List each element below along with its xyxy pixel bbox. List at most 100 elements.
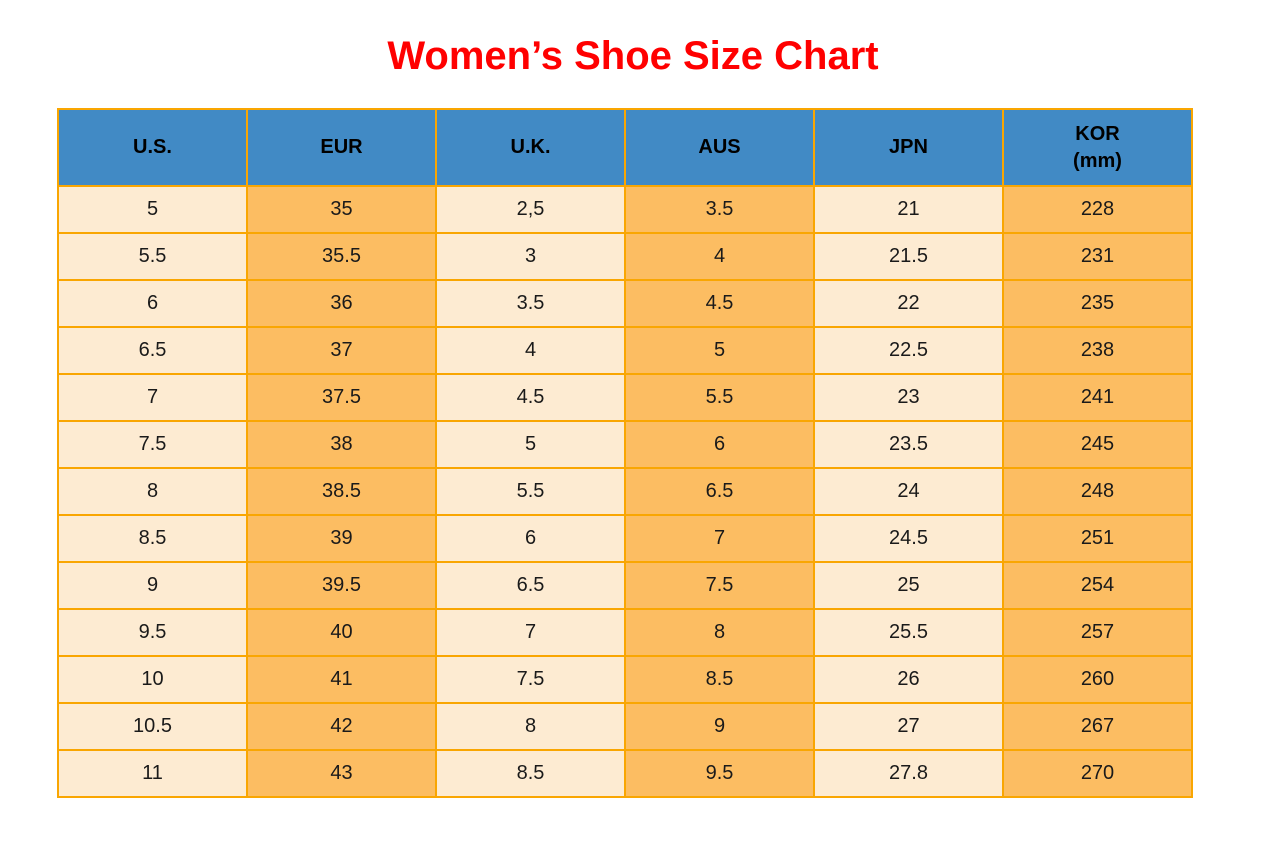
- cell-aus: 5.5: [624, 373, 815, 422]
- cell-us: 10.5: [57, 702, 248, 751]
- header-cell-jpn: JPN: [813, 108, 1004, 187]
- cell-us: 6.5: [57, 326, 248, 375]
- table-header: U.S. EUR U.K. AUS JPN KOR (mm): [57, 108, 1193, 187]
- table-row: 7 37.5 4.5 5.5 23 241: [57, 373, 1193, 422]
- cell-uk: 8.5: [435, 749, 626, 798]
- cell-us: 8: [57, 467, 248, 516]
- cell-jpn: 24.5: [813, 514, 1004, 563]
- table-row: 5 35 2,5 3.5 21 228: [57, 185, 1193, 234]
- cell-eur: 39: [246, 514, 437, 563]
- cell-uk: 7.5: [435, 655, 626, 704]
- cell-uk: 5: [435, 420, 626, 469]
- table-row: 9 39.5 6.5 7.5 25 254: [57, 561, 1193, 610]
- header-cell-aus: AUS: [624, 108, 815, 187]
- cell-eur: 35: [246, 185, 437, 234]
- cell-eur: 40: [246, 608, 437, 657]
- cell-aus: 9.5: [624, 749, 815, 798]
- cell-aus: 8: [624, 608, 815, 657]
- cell-jpn: 27: [813, 702, 1004, 751]
- cell-kor: 235: [1002, 279, 1193, 328]
- cell-eur: 37.5: [246, 373, 437, 422]
- table-row: 8 38.5 5.5 6.5 24 248: [57, 467, 1193, 516]
- shoe-size-table: U.S. EUR U.K. AUS JPN KOR (mm) 5 35 2,5 3.5 21 228…: [57, 108, 1193, 798]
- cell-aus: 7.5: [624, 561, 815, 610]
- cell-aus: 6: [624, 420, 815, 469]
- cell-kor: 238: [1002, 326, 1193, 375]
- cell-uk: 4: [435, 326, 626, 375]
- table-body: 5 35 2,5 3.5 21 228 5.5 35.5 3 4 21.5 231 6 36 3.5 4.5 2…: [57, 185, 1193, 798]
- cell-kor: 254: [1002, 561, 1193, 610]
- cell-jpn: 27.8: [813, 749, 1004, 798]
- cell-jpn: 25: [813, 561, 1004, 610]
- cell-aus: 7: [624, 514, 815, 563]
- header-cell-eur: EUR: [246, 108, 437, 187]
- cell-kor: 270: [1002, 749, 1193, 798]
- table-row: 8.5 39 6 7 24.5 251: [57, 514, 1193, 563]
- cell-us: 7.5: [57, 420, 248, 469]
- cell-kor: 257: [1002, 608, 1193, 657]
- cell-us: 10: [57, 655, 248, 704]
- table-row: 6.5 37 4 5 22.5 238: [57, 326, 1193, 375]
- cell-uk: 2,5: [435, 185, 626, 234]
- cell-aus: 9: [624, 702, 815, 751]
- cell-jpn: 23.5: [813, 420, 1004, 469]
- cell-eur: 37: [246, 326, 437, 375]
- cell-kor: 231: [1002, 232, 1193, 281]
- cell-eur: 41: [246, 655, 437, 704]
- cell-jpn: 22: [813, 279, 1004, 328]
- cell-aus: 4: [624, 232, 815, 281]
- cell-jpn: 21: [813, 185, 1004, 234]
- cell-us: 5: [57, 185, 248, 234]
- cell-aus: 6.5: [624, 467, 815, 516]
- cell-us: 9.5: [57, 608, 248, 657]
- cell-jpn: 25.5: [813, 608, 1004, 657]
- cell-kor: 245: [1002, 420, 1193, 469]
- cell-eur: 42: [246, 702, 437, 751]
- cell-jpn: 21.5: [813, 232, 1004, 281]
- cell-kor: 248: [1002, 467, 1193, 516]
- table-row: 9.5 40 7 8 25.5 257: [57, 608, 1193, 657]
- cell-aus: 8.5: [624, 655, 815, 704]
- table-row: 7.5 38 5 6 23.5 245: [57, 420, 1193, 469]
- cell-uk: 3.5: [435, 279, 626, 328]
- header-cell-us: U.S.: [57, 108, 248, 187]
- table-row: 10 41 7.5 8.5 26 260: [57, 655, 1193, 704]
- cell-uk: 6.5: [435, 561, 626, 610]
- cell-uk: 6: [435, 514, 626, 563]
- cell-uk: 7: [435, 608, 626, 657]
- cell-kor: 228: [1002, 185, 1193, 234]
- cell-jpn: 23: [813, 373, 1004, 422]
- cell-jpn: 24: [813, 467, 1004, 516]
- cell-eur: 38.5: [246, 467, 437, 516]
- cell-jpn: 26: [813, 655, 1004, 704]
- cell-us: 9: [57, 561, 248, 610]
- cell-aus: 5: [624, 326, 815, 375]
- cell-eur: 38: [246, 420, 437, 469]
- table-row: 11 43 8.5 9.5 27.8 270: [57, 749, 1193, 798]
- header-row: U.S. EUR U.K. AUS JPN KOR (mm): [57, 108, 1193, 187]
- cell-uk: 8: [435, 702, 626, 751]
- cell-uk: 4.5: [435, 373, 626, 422]
- cell-eur: 36: [246, 279, 437, 328]
- cell-eur: 35.5: [246, 232, 437, 281]
- header-cell-uk: U.K.: [435, 108, 626, 187]
- cell-uk: 5.5: [435, 467, 626, 516]
- cell-kor: 241: [1002, 373, 1193, 422]
- cell-eur: 39.5: [246, 561, 437, 610]
- cell-kor: 251: [1002, 514, 1193, 563]
- cell-us: 6: [57, 279, 248, 328]
- cell-us: 7: [57, 373, 248, 422]
- cell-aus: 3.5: [624, 185, 815, 234]
- cell-kor: 267: [1002, 702, 1193, 751]
- cell-aus: 4.5: [624, 279, 815, 328]
- cell-jpn: 22.5: [813, 326, 1004, 375]
- cell-us: 11: [57, 749, 248, 798]
- header-cell-kor: KOR (mm): [1002, 108, 1193, 187]
- cell-uk: 3: [435, 232, 626, 281]
- cell-us: 8.5: [57, 514, 248, 563]
- table-row: 6 36 3.5 4.5 22 235: [57, 279, 1193, 328]
- table-row: 5.5 35.5 3 4 21.5 231: [57, 232, 1193, 281]
- cell-kor: 260: [1002, 655, 1193, 704]
- cell-eur: 43: [246, 749, 437, 798]
